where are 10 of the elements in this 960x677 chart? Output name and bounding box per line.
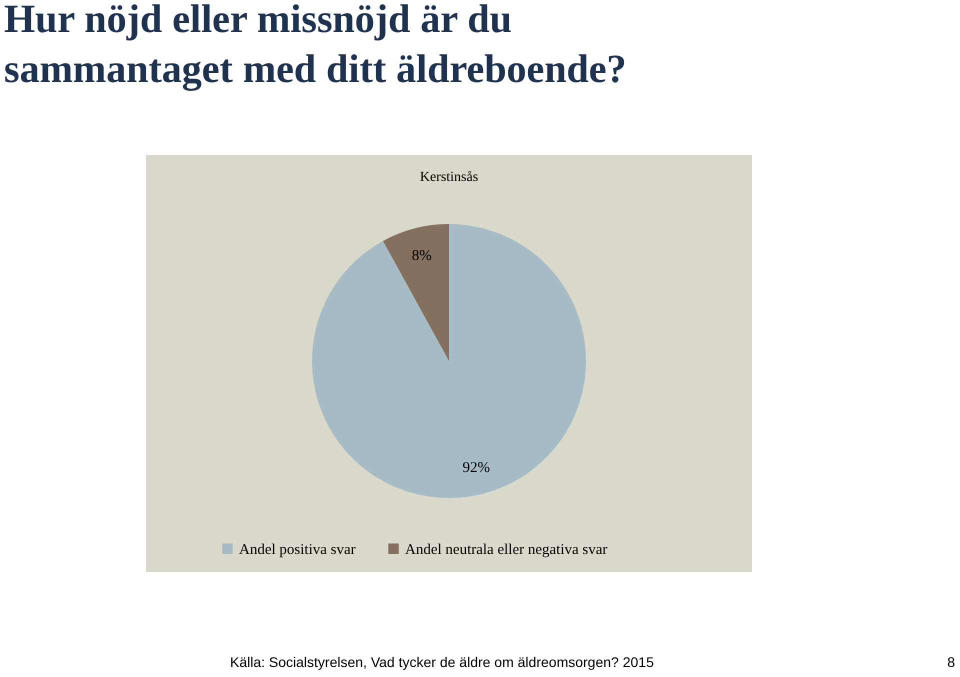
text: 8 [947,654,956,670]
data-label: 92% [462,460,490,476]
chart-subtitle: Kerstinsås [420,170,478,185]
text: Källa: Socialstyrelsen, Vad tycker de äldre om äldreomsorgen? 2015 [230,654,654,670]
chart-title: Hur nöjd eller missnöjd är du sammantaget med ditt äldreboende? [4,0,627,91]
data-label: 8% [412,248,432,264]
pie-slice [383,224,449,361]
legend-label: Andel neutrala eller negativa svar [405,542,608,558]
legend-label: Andel positiva svar [239,542,356,558]
pie-slice [312,224,586,498]
